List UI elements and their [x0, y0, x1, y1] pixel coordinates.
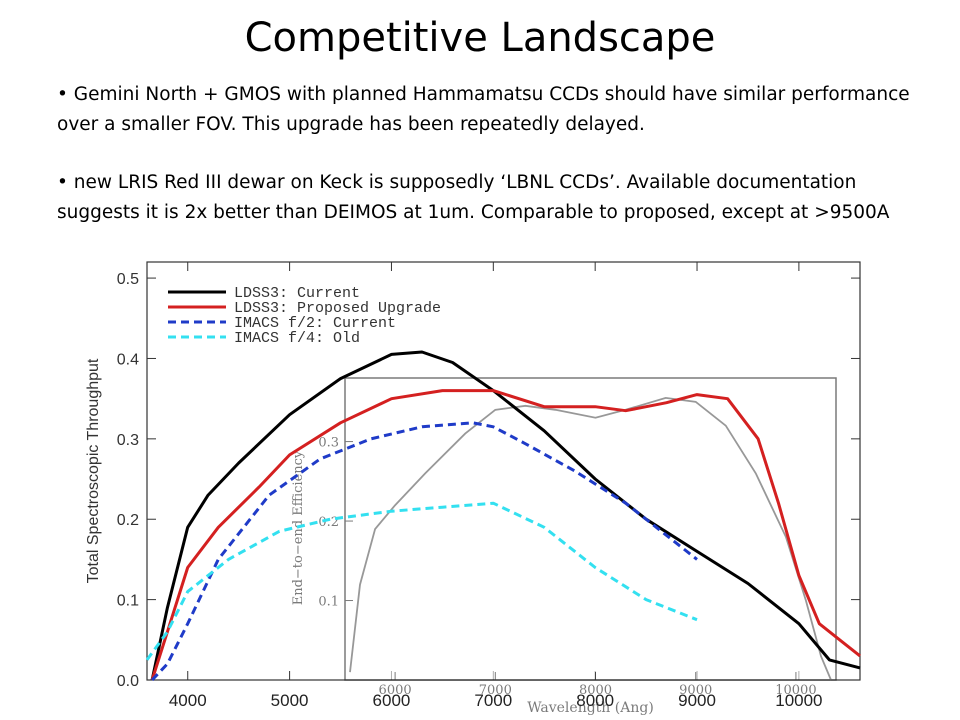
legend-label: IMACS f/4: Old	[234, 330, 360, 347]
inset-x-tick-label: 6000	[379, 683, 412, 698]
y-tick-label: 0.1	[117, 593, 139, 610]
x-tick-label: 6000	[373, 691, 411, 710]
series-line	[145, 501, 698, 661]
series-line	[151, 421, 698, 682]
y-tick-label: 0.0	[117, 673, 139, 690]
inset-series-line	[349, 396, 832, 681]
inset-x-tick-label: 7000	[479, 683, 512, 698]
x-tick-label: 5000	[271, 691, 309, 710]
x-tick-label: 8000	[576, 691, 614, 710]
slide-title: Competitive Landscape	[244, 15, 716, 61]
inset-x-tick-label: 9000	[679, 683, 712, 698]
y-tick-label: 0.5	[117, 271, 139, 288]
series-line	[150, 350, 861, 681]
x-tick-label: 10000	[775, 691, 822, 710]
y-tick-label: 0.4	[117, 351, 139, 368]
inset-y-tick-label: 0.1	[318, 595, 339, 610]
series-line	[150, 389, 861, 681]
main-y-axis-label: Total Spectroscopic Throughput	[85, 358, 102, 583]
x-tick-label: 4000	[169, 691, 207, 710]
inset-x-tick-label: 10000	[775, 683, 816, 698]
inset-x-tick-label: 8000	[579, 683, 612, 698]
inset-frame	[344, 377, 837, 681]
y-tick-label: 0.3	[117, 432, 139, 449]
legend-label: IMACS f/2: Current	[234, 315, 396, 332]
legend-label: LDSS3: Current	[234, 285, 360, 302]
inset-y-tick-label: 0.3	[318, 436, 339, 451]
x-tick-label: 9000	[678, 691, 716, 710]
inset-x-axis-label: Wavelength (Ang)	[527, 700, 654, 716]
x-tick-label: 7000	[474, 691, 512, 710]
inset-plot: 0.1 0.2 0.3 6000 7000 8000 9000 10000 Wavelength…	[291, 377, 837, 716]
legend-label: LDSS3: Proposed Upgrade	[234, 300, 441, 317]
bullet-gemini: • Gemini North + GMOS with planned Hamma…	[57, 84, 910, 135]
inset-y-tick-label: 0.2	[318, 515, 339, 530]
y-tick-label: 0.2	[117, 512, 139, 529]
bullet-lris: • new LRIS Red III dewar on Keck is supp…	[57, 172, 890, 223]
